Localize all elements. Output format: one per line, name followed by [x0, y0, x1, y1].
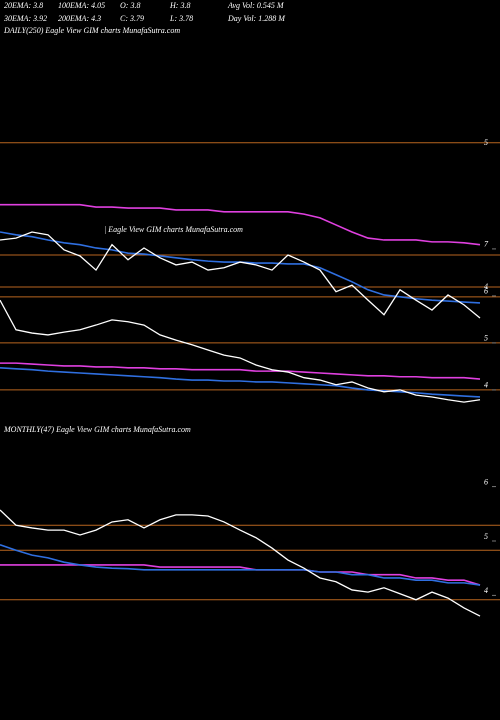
series-line	[0, 362, 481, 380]
y-tick-label: 6	[484, 477, 488, 486]
header-stat: H: 3.8	[169, 1, 190, 10]
y-tick-label: 5	[484, 532, 488, 541]
header-stat: L: 3.78	[169, 14, 193, 23]
panel-title: DAILY(250) Eagle View GIM charts MunafaS…	[3, 26, 180, 35]
series-line	[0, 231, 481, 319]
header-stat: 30EMA: 3.92	[3, 14, 47, 23]
header-stat: 20EMA: 3.8	[4, 1, 43, 10]
y-tick-label: 4	[484, 586, 488, 595]
header-stat: 100EMA: 4.05	[58, 1, 105, 10]
series-line	[0, 509, 481, 617]
header-stat: O: 3.8	[120, 1, 140, 10]
header-stat: 200EMA: 4.3	[58, 14, 101, 23]
y-tick-label: 7	[484, 240, 489, 249]
series-line	[0, 367, 481, 398]
series-line	[0, 299, 481, 403]
header-stat: C: 3.79	[120, 14, 144, 23]
header-stat: Avg Vol: 0.545 M	[227, 1, 285, 10]
y-tick-label: 4	[484, 282, 488, 291]
series-line	[0, 203, 481, 246]
panel-title: MONTHLY(47) Eagle View GIM charts Munafa…	[3, 425, 191, 434]
series-line	[0, 544, 481, 586]
y-tick-label: 4	[484, 381, 488, 390]
y-tick-label: 5	[484, 138, 488, 147]
y-tick-label: 6	[484, 287, 488, 296]
y-tick-label: 5	[484, 334, 488, 343]
watermark: | Eagle View GIM charts MunafaSutra.com	[104, 225, 243, 234]
header-stat: Day Vol: 1.288 M	[227, 14, 286, 23]
